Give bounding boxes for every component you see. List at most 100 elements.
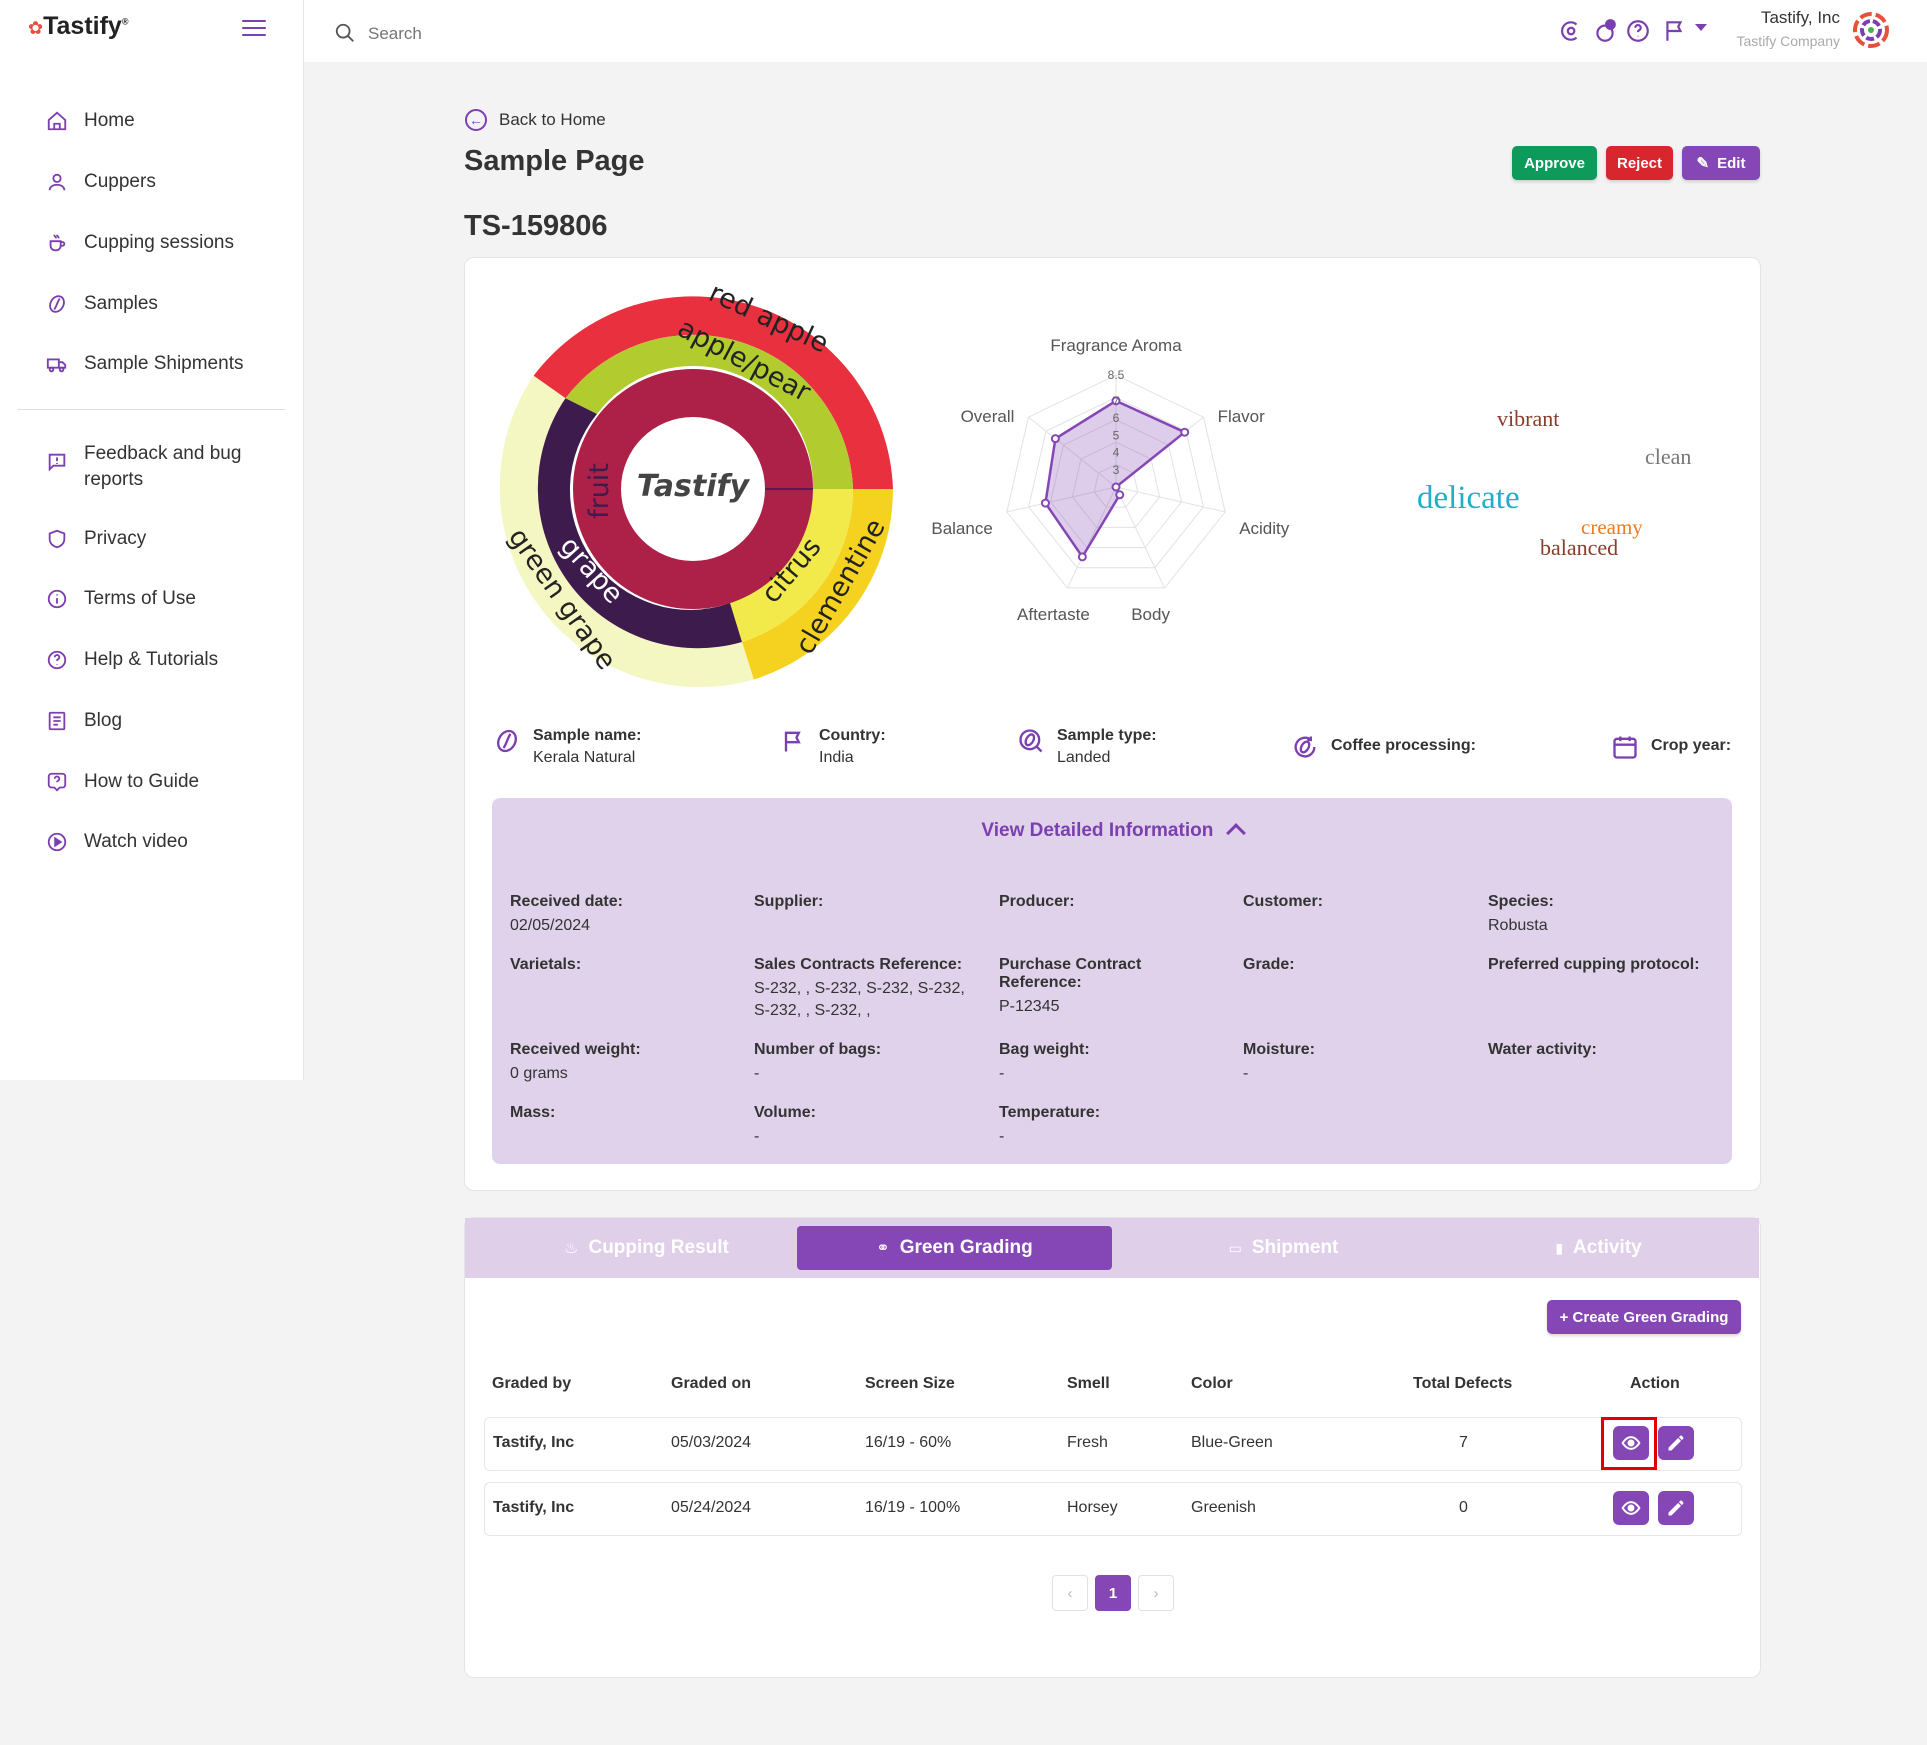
radar-grid (1006, 374, 1226, 589)
bean-icon (493, 727, 521, 755)
cell-graded-by: Tastify, Inc (493, 1434, 575, 1451)
create-green-grading-button[interactable]: + Create Green Grading (1547, 1300, 1741, 1334)
detail-label: Moisture: (1243, 1041, 1315, 1058)
view-button[interactable] (1613, 1491, 1649, 1525)
detail-value: - (999, 1128, 1005, 1145)
pagination-next[interactable]: › (1138, 1575, 1174, 1611)
edit-button[interactable]: ✎ Edit (1682, 146, 1760, 180)
detail-label: Volume: (754, 1104, 816, 1121)
sidebar-item-samples[interactable]: Samples (46, 293, 158, 315)
meta-sample-type: Sample type: Landed (1017, 727, 1157, 767)
reject-button[interactable]: Reject (1606, 146, 1673, 180)
sidebar-divider (18, 409, 285, 410)
arrow-left-icon: ← (465, 109, 487, 131)
radar-axis-line (1066, 486, 1117, 589)
tab-activity[interactable]: ▮ Activity (1441, 1226, 1756, 1270)
guide-icon (46, 771, 68, 793)
cell-color: Blue-Green (1191, 1434, 1273, 1451)
wheel-segment-green-grape (499, 375, 754, 688)
column-header: Total Defects (1413, 1375, 1513, 1392)
blog-icon (46, 710, 68, 732)
tab-green-grading[interactable]: ⚭ Green Grading (797, 1226, 1112, 1270)
radar-chart: 3 4 5 6 7 8.5 Fragrance Aroma Flavor Acidity Body… (931, 336, 1289, 624)
cell-total-defects: 0 (1459, 1499, 1468, 1516)
cupping-notification-icon[interactable] (1557, 18, 1583, 44)
search-input[interactable] (366, 20, 670, 48)
radar-axis-line (1115, 486, 1226, 513)
tab-cupping-result[interactable]: ♨ Cupping Result (489, 1226, 804, 1270)
detail-field: Bag weight: - (999, 1041, 1224, 1085)
sidebar-item-label: Feedback and bug reports (84, 443, 242, 490)
pagination-prev[interactable]: ‹ (1052, 1575, 1088, 1611)
detail-field: Received date: 02/05/2024 (510, 893, 735, 937)
view-button[interactable] (1613, 1426, 1649, 1460)
detail-label: Producer: (999, 893, 1075, 910)
processing-icon (1291, 733, 1319, 761)
flag-icon (779, 727, 807, 755)
radar-point (1077, 552, 1087, 562)
home-icon (46, 110, 68, 132)
page-title: Sample Page (464, 145, 645, 177)
sidebar-item-watch-video[interactable]: Watch video (46, 831, 188, 853)
sidebar-item-how-to-guide[interactable]: How to Guide (46, 771, 199, 793)
pagination-page[interactable]: 1 (1095, 1575, 1131, 1611)
sidebar-item-privacy[interactable]: Privacy (46, 528, 146, 550)
add-sample-icon[interactable] (1592, 18, 1618, 44)
back-label: Back to Home (499, 110, 606, 129)
sidebar-item-help[interactable]: Help & Tutorials (46, 649, 218, 671)
sidebar-item-blog[interactable]: Blog (46, 710, 122, 732)
radar-axis-label: Body (1131, 605, 1170, 624)
chevron-down-icon[interactable] (1695, 24, 1707, 31)
chevron-up-icon (1225, 823, 1246, 843)
flavor-wheel: Tastify fruit apple/pear citrus grape re… (499, 286, 893, 688)
detail-field: Supplier: (754, 893, 979, 915)
edit-row-button[interactable] (1658, 1426, 1694, 1460)
search-icon (334, 22, 356, 44)
brand-logo[interactable]: ✿Tastify® (28, 12, 129, 40)
sidebar-item-feedback[interactable]: Feedback and bug reports (46, 441, 276, 493)
sidebar-item-label: Home (84, 110, 135, 131)
sidebar-item-terms[interactable]: Terms of Use (46, 588, 196, 610)
detail-value: P-12345 (999, 998, 1060, 1015)
shield-icon (46, 528, 68, 550)
truck-icon: ▭ (1228, 1239, 1242, 1256)
detail-label: Mass: (510, 1104, 556, 1121)
sample-id: TS-159806 (464, 210, 608, 242)
back-to-home-link[interactable]: ← Back to Home (465, 109, 606, 131)
wheel-segment-apple-pear (565, 334, 853, 489)
menu-toggle-icon[interactable] (242, 20, 266, 38)
column-header: Color (1191, 1375, 1233, 1392)
cell-graded-by: Tastify, Inc (493, 1499, 575, 1516)
view-detailed-information-toggle[interactable]: View Detailed Information (492, 820, 1732, 843)
meta-value: India (819, 749, 854, 766)
sidebar-item-label: Terms of Use (84, 588, 196, 609)
radar-grid (1071, 441, 1161, 528)
sidebar-item-label: How to Guide (84, 771, 200, 792)
detail-label: Supplier: (754, 893, 824, 910)
help-icon[interactable] (1625, 18, 1651, 44)
approve-button[interactable]: Approve (1512, 146, 1597, 180)
sidebar-item-cupping-sessions[interactable]: Cupping sessions (46, 232, 234, 254)
edit-row-button[interactable] (1658, 1491, 1694, 1525)
sidebar-item-label: Privacy (84, 528, 147, 549)
detail-field: Preferred cupping protocol: (1488, 956, 1713, 978)
word-balanced: balanced (1540, 535, 1619, 560)
sidebar-item-sample-shipments[interactable]: Sample Shipments (46, 353, 243, 375)
sidebar-item-label: Cupping sessions (84, 232, 234, 253)
detail-field: Customer: (1243, 893, 1468, 915)
truck-icon (46, 353, 68, 375)
tab-shipment[interactable]: ▭ Shipment (1126, 1226, 1441, 1270)
meta-label: Crop year: (1651, 737, 1732, 754)
avatar[interactable] (1853, 12, 1889, 48)
flag-icon[interactable] (1662, 18, 1688, 44)
sidebar-item-cuppers[interactable]: Cuppers (46, 171, 156, 193)
detail-field: Temperature: - (999, 1104, 1224, 1148)
pencil-icon: ✎ (1696, 155, 1710, 172)
detailed-information-panel (492, 798, 1732, 1164)
sidebar-item-home[interactable]: Home (46, 110, 135, 132)
radar-tick-label: 7 (1113, 394, 1120, 408)
help-icon (46, 649, 68, 671)
detail-value: - (754, 1128, 760, 1145)
wheel-label-fruit: fruit (584, 463, 615, 519)
radar-axis-label: Aftertaste (1017, 605, 1090, 624)
